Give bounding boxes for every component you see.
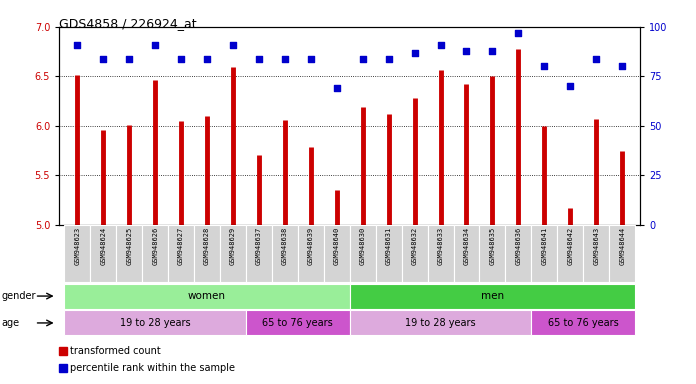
Text: women: women bbox=[188, 291, 226, 301]
Bar bbox=[90, 225, 116, 282]
Bar bbox=[64, 283, 350, 309]
Point bbox=[564, 83, 576, 89]
Point bbox=[306, 55, 317, 61]
Bar bbox=[64, 225, 90, 282]
Text: GSM948633: GSM948633 bbox=[438, 227, 443, 265]
Bar bbox=[142, 225, 168, 282]
Point bbox=[461, 48, 472, 54]
Text: gender: gender bbox=[1, 291, 36, 301]
Bar bbox=[505, 225, 531, 282]
Text: GSM948634: GSM948634 bbox=[464, 227, 470, 265]
Text: GSM948628: GSM948628 bbox=[204, 227, 210, 265]
Bar bbox=[324, 225, 350, 282]
Bar bbox=[376, 225, 402, 282]
Bar bbox=[454, 225, 480, 282]
Text: GSM948635: GSM948635 bbox=[489, 227, 496, 265]
Text: GSM948643: GSM948643 bbox=[593, 227, 599, 265]
Point bbox=[409, 50, 420, 56]
Bar bbox=[480, 225, 505, 282]
Bar bbox=[350, 310, 531, 336]
Text: age: age bbox=[1, 318, 19, 328]
Bar bbox=[194, 225, 220, 282]
Bar bbox=[427, 225, 454, 282]
Text: GSM948623: GSM948623 bbox=[74, 227, 80, 265]
Point bbox=[513, 30, 524, 36]
Point bbox=[124, 55, 135, 61]
Bar bbox=[168, 225, 194, 282]
Text: GSM948629: GSM948629 bbox=[230, 227, 236, 265]
Bar bbox=[531, 310, 635, 336]
Point bbox=[591, 55, 602, 61]
Bar bbox=[298, 225, 324, 282]
Text: 65 to 76 years: 65 to 76 years bbox=[262, 318, 333, 328]
Text: transformed count: transformed count bbox=[70, 346, 161, 356]
Point bbox=[487, 48, 498, 54]
Point bbox=[175, 55, 187, 61]
Text: GSM948625: GSM948625 bbox=[126, 227, 132, 265]
Point bbox=[331, 85, 342, 91]
Text: GSM948631: GSM948631 bbox=[386, 227, 392, 265]
Bar bbox=[350, 283, 635, 309]
Point bbox=[617, 63, 628, 70]
Point bbox=[383, 55, 394, 61]
Point bbox=[357, 55, 368, 61]
Text: GSM948636: GSM948636 bbox=[515, 227, 521, 265]
Point bbox=[72, 41, 83, 48]
Bar bbox=[557, 225, 583, 282]
Text: 65 to 76 years: 65 to 76 years bbox=[548, 318, 619, 328]
Text: GSM948642: GSM948642 bbox=[567, 227, 574, 265]
Point bbox=[228, 41, 239, 48]
Bar bbox=[583, 225, 609, 282]
Point bbox=[150, 41, 161, 48]
Text: 19 to 28 years: 19 to 28 years bbox=[405, 318, 476, 328]
Text: GSM948632: GSM948632 bbox=[411, 227, 418, 265]
Text: GSM948638: GSM948638 bbox=[282, 227, 288, 265]
Text: GSM948627: GSM948627 bbox=[178, 227, 184, 265]
Bar bbox=[609, 225, 635, 282]
Point bbox=[97, 55, 109, 61]
Bar bbox=[402, 225, 427, 282]
Text: GSM948640: GSM948640 bbox=[334, 227, 340, 265]
Text: GSM948624: GSM948624 bbox=[100, 227, 106, 265]
Point bbox=[253, 55, 264, 61]
Text: GSM948644: GSM948644 bbox=[619, 227, 625, 265]
Point bbox=[279, 55, 290, 61]
Bar bbox=[531, 225, 557, 282]
Text: GSM948630: GSM948630 bbox=[360, 227, 365, 265]
Bar bbox=[246, 310, 350, 336]
Text: GSM948626: GSM948626 bbox=[152, 227, 158, 265]
Text: men: men bbox=[481, 291, 504, 301]
Bar bbox=[272, 225, 298, 282]
Point bbox=[435, 41, 446, 48]
Text: GSM948639: GSM948639 bbox=[308, 227, 314, 265]
Point bbox=[539, 63, 550, 70]
Bar bbox=[350, 225, 376, 282]
Bar bbox=[64, 310, 246, 336]
Point bbox=[201, 55, 212, 61]
Bar bbox=[246, 225, 272, 282]
Bar bbox=[220, 225, 246, 282]
Bar bbox=[116, 225, 142, 282]
Text: 19 to 28 years: 19 to 28 years bbox=[120, 318, 191, 328]
Text: GSM948637: GSM948637 bbox=[256, 227, 262, 265]
Text: GSM948641: GSM948641 bbox=[541, 227, 547, 265]
Text: GDS4858 / 226924_at: GDS4858 / 226924_at bbox=[59, 17, 197, 30]
Text: percentile rank within the sample: percentile rank within the sample bbox=[70, 363, 235, 373]
